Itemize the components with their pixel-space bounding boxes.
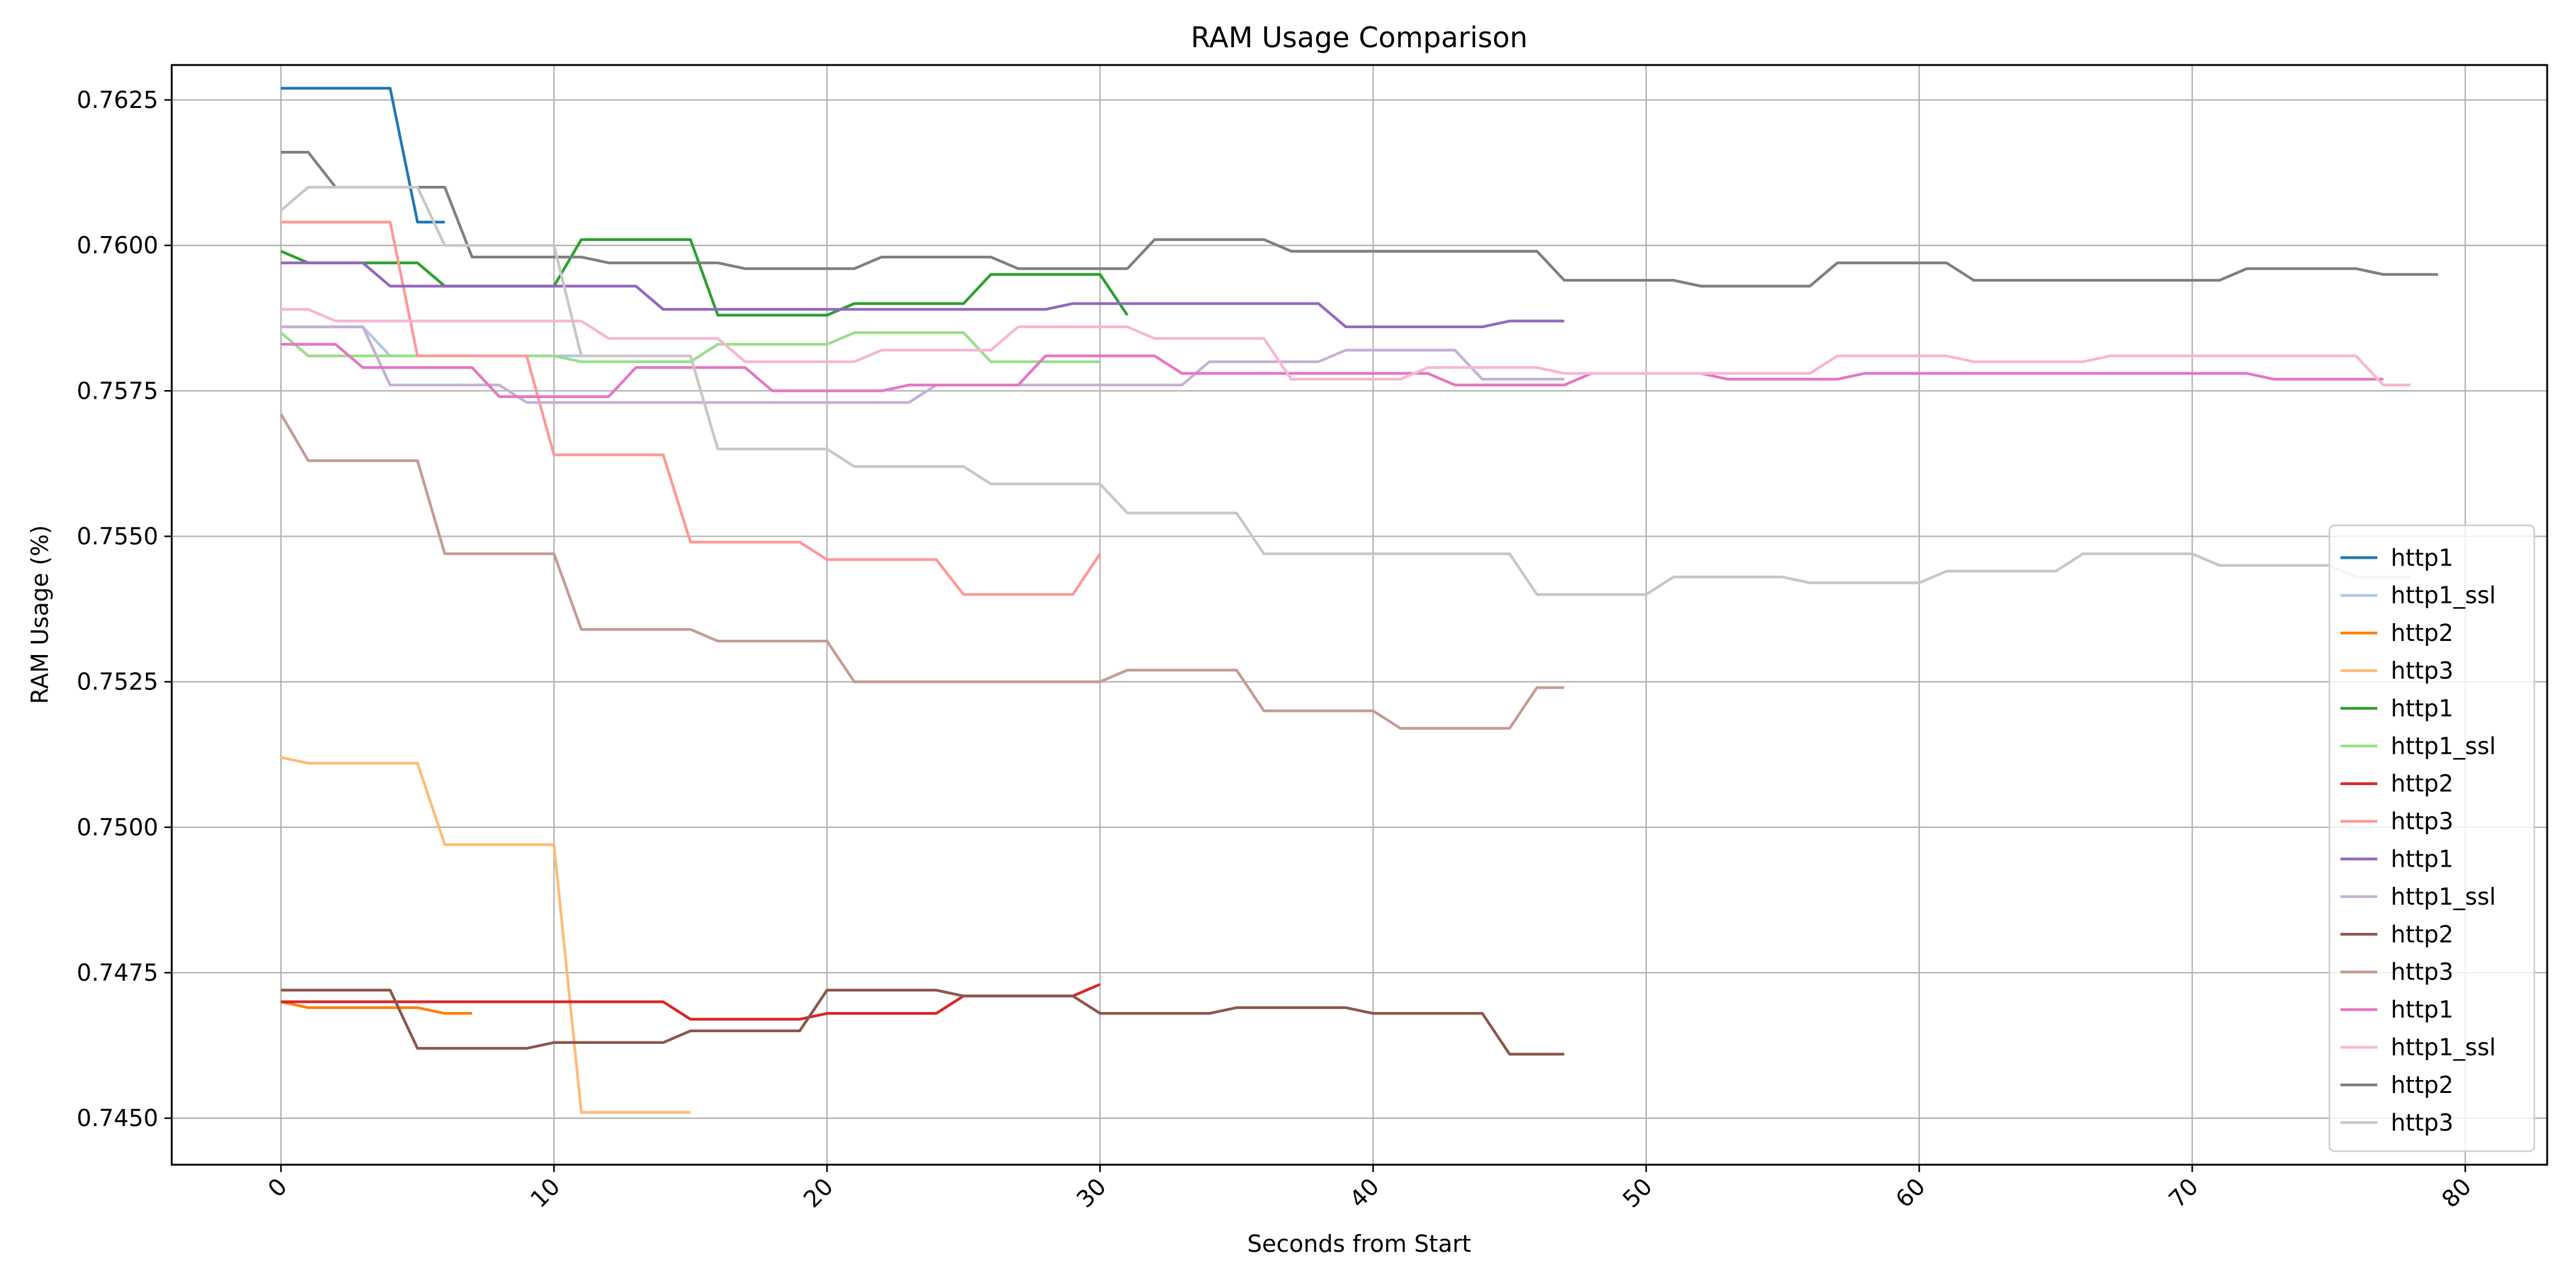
y-tick-label: 0.7525 <box>77 669 158 696</box>
legend-label: http1 <box>2391 846 2453 873</box>
legend-item: http3 <box>2340 808 2453 835</box>
y-axis-label: RAM Usage (%) <box>26 525 53 704</box>
legend-label: http3 <box>2391 808 2453 835</box>
series-line-http3-4 <box>280 756 691 1114</box>
series-line-http3-8 <box>281 220 1102 596</box>
series-line-http1_ssl-10 <box>281 325 1565 404</box>
y-tick-label: 0.7600 <box>77 232 158 259</box>
series-line-http1-13 <box>281 343 2383 398</box>
legend: http1http1_sslhttp2http3http1http1_sslht… <box>2328 524 2536 1152</box>
legend-label: http1 <box>2391 996 2453 1023</box>
series-lines <box>280 86 2438 1114</box>
series-line-http2-11 <box>281 989 1565 1056</box>
series-line-http2-3 <box>280 1000 472 1015</box>
legend-label: http1_ssl <box>2391 883 2496 910</box>
y-tick-label: 0.7575 <box>77 377 158 404</box>
legend-label: http1_ssl <box>2391 582 2496 609</box>
legend-item: http3 <box>2340 1109 2453 1136</box>
legend-item: http1_ssl <box>2340 582 2496 609</box>
legend-item: http1 <box>2340 544 2453 571</box>
legend-label: http3 <box>2391 1109 2453 1136</box>
legend-item: http1 <box>2340 695 2453 722</box>
legend-item: http2 <box>2340 770 2453 797</box>
x-axis-label: Seconds from Start <box>1247 1230 1471 1257</box>
plot-frame <box>171 64 2548 1166</box>
series-line-http2-15 <box>281 151 2438 288</box>
legend-item: http1_ssl <box>2340 732 2496 759</box>
legend-item: http1 <box>2340 996 2453 1023</box>
legend-label: http2 <box>2391 1071 2453 1098</box>
legend-item: http2 <box>2340 921 2453 948</box>
legend-item: http2 <box>2340 1071 2453 1098</box>
legend-item: http1_ssl <box>2340 1034 2496 1061</box>
series-line-http1-9 <box>281 261 1565 329</box>
legend-item: http1 <box>2340 846 2453 873</box>
legend-item: http3 <box>2340 657 2453 684</box>
y-tick-label: 0.7500 <box>77 814 158 841</box>
series-line-http1_ssl-14 <box>281 308 2411 387</box>
legend-label: http2 <box>2391 921 2453 948</box>
legend-label: http2 <box>2391 619 2453 646</box>
legend-label: http3 <box>2391 959 2453 986</box>
y-tick-label: 0.7550 <box>77 523 158 550</box>
legend-item: http3 <box>2340 959 2453 986</box>
y-tick-label: 0.7450 <box>77 1105 158 1132</box>
legend-label: http1_ssl <box>2391 1034 2496 1061</box>
legend-item: http1_ssl <box>2340 883 2496 910</box>
chart-title: RAM Usage Comparison <box>1190 21 1527 54</box>
legend-label: http1 <box>2391 695 2453 722</box>
series-line-http1-1 <box>281 86 445 224</box>
series-line-http3-12 <box>280 413 1565 730</box>
y-tick-label: 0.7625 <box>77 86 158 113</box>
legend-label: http2 <box>2391 770 2453 797</box>
legend-label: http1 <box>2391 544 2453 571</box>
legend-label: http3 <box>2391 657 2453 684</box>
legend-label: http1_ssl <box>2391 732 2496 759</box>
legend-box <box>2328 524 2536 1152</box>
series-line-http3-16 <box>280 185 2411 596</box>
y-tick-label: 0.7475 <box>77 959 158 986</box>
legend-item: http2 <box>2340 619 2453 646</box>
series-line-http1-5 <box>280 238 1129 317</box>
